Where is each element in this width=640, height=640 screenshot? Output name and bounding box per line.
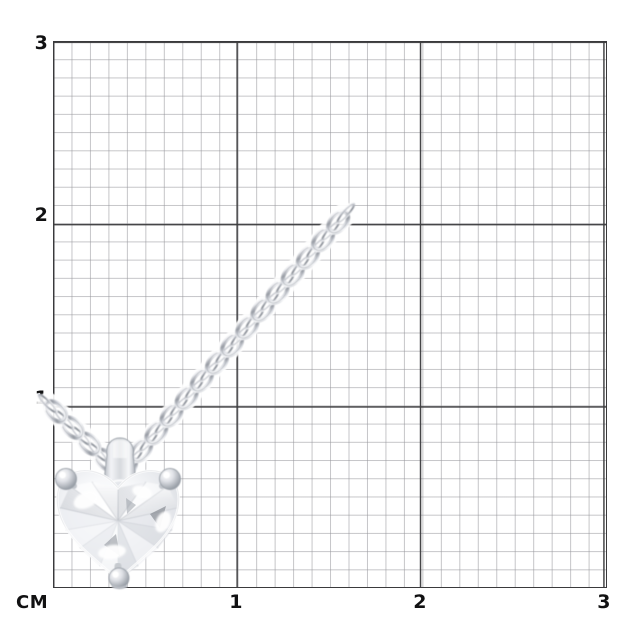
measurement-grid	[53, 41, 607, 588]
x-axis-tick-2: 2	[413, 591, 427, 613]
y-axis-tick-1: 1	[34, 387, 48, 409]
x-axis-tick-3: 3	[597, 591, 611, 613]
grid-major-lines	[53, 41, 607, 588]
unit-label-cm: CM	[16, 592, 49, 613]
y-axis-tick-2: 2	[34, 204, 48, 226]
y-axis-tick-3: 3	[34, 32, 48, 54]
x-axis-tick-1: 1	[229, 591, 243, 613]
